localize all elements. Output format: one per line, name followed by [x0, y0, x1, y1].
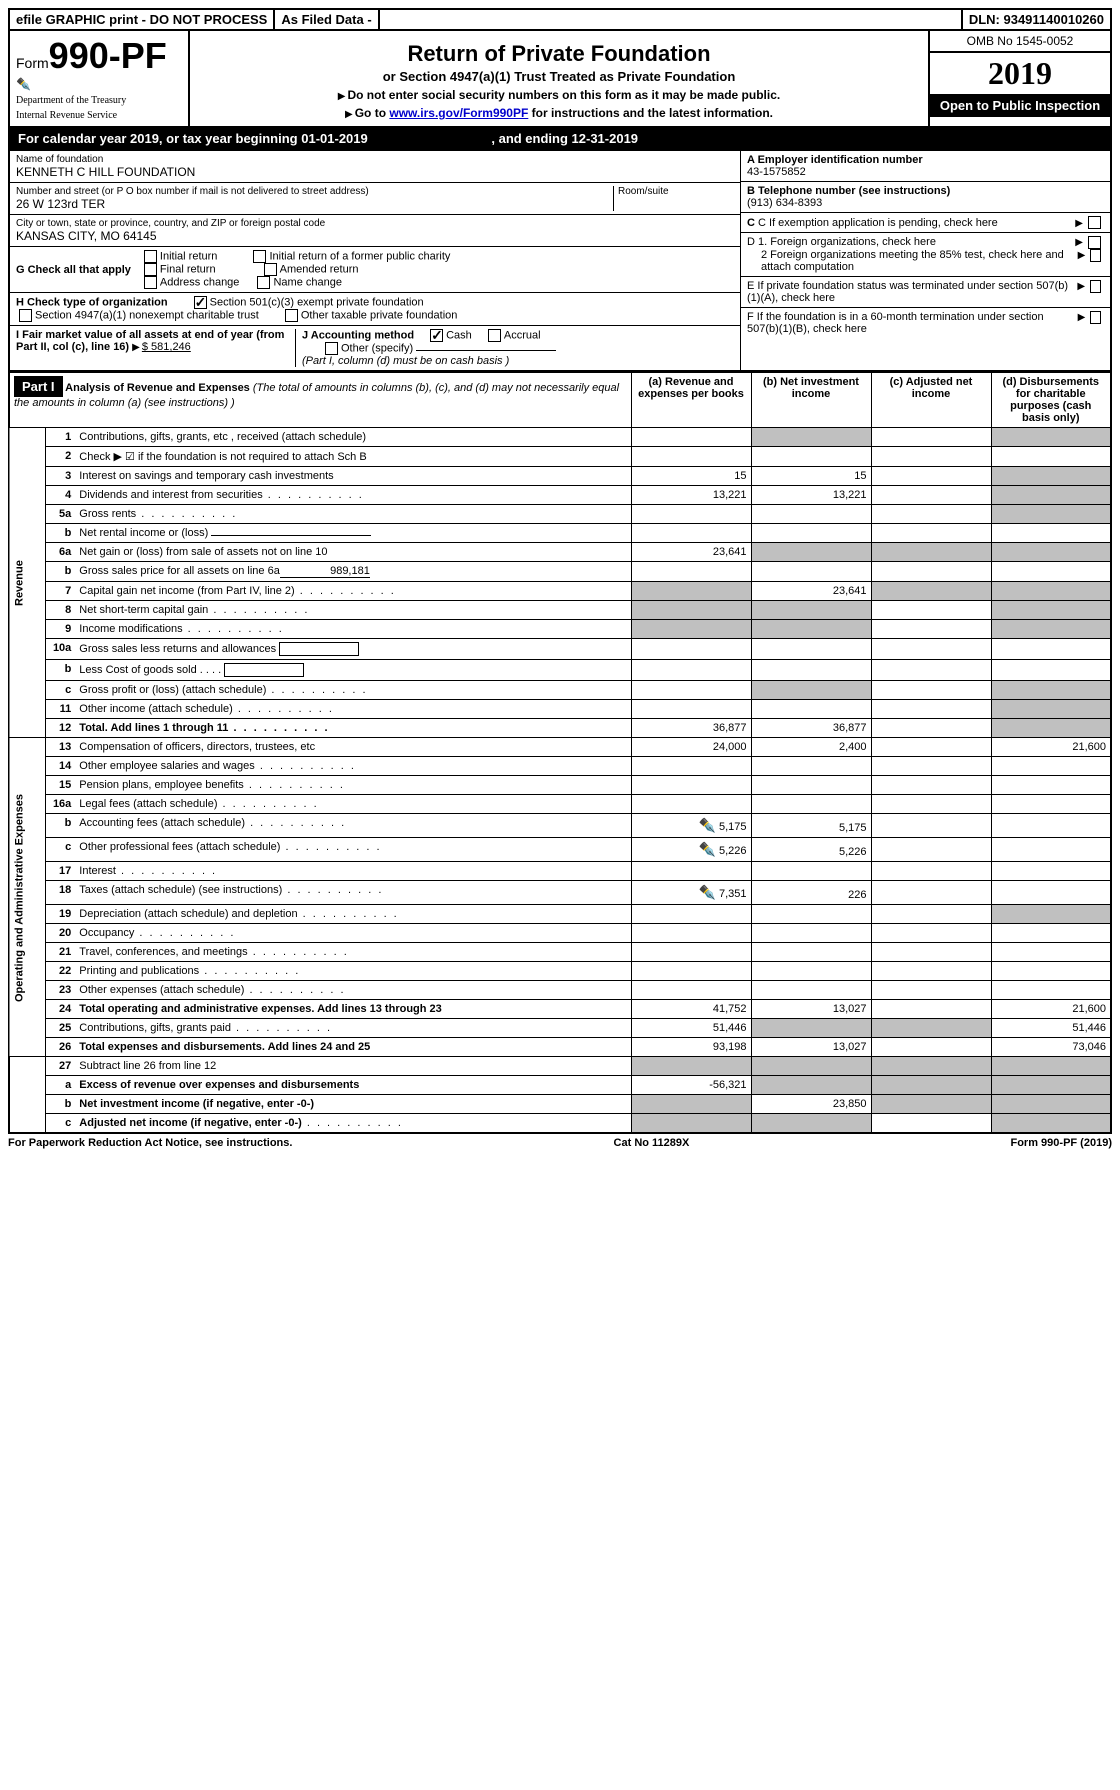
revenue-side-label: Revenue — [9, 428, 45, 738]
form-title: Return of Private Foundation — [200, 41, 918, 67]
irs-logo-icon: ✒️ — [16, 77, 182, 91]
checkbox-4947a1[interactable] — [19, 309, 32, 322]
line-4: Dividends and interest from securities — [75, 486, 631, 505]
checkbox-e[interactable] — [1090, 280, 1101, 293]
checkbox-other-method[interactable] — [325, 342, 338, 355]
line-11: Other income (attach schedule) — [75, 700, 631, 719]
line-9: Income modifications — [75, 620, 631, 639]
line-15: Pension plans, employee benefits — [75, 776, 631, 795]
line-19: Depreciation (attach schedule) and deple… — [75, 905, 631, 924]
line-17: Interest — [75, 862, 631, 881]
section-j-label: J Accounting method — [302, 329, 414, 341]
line-27c: Adjusted net income (if negative, enter … — [75, 1114, 631, 1134]
col-a-header: (a) Revenue and expenses per books — [631, 373, 751, 428]
footer-right: Form 990-PF (2019) — [1010, 1137, 1112, 1149]
calendar-year-row: For calendar year 2019, or tax year begi… — [8, 128, 1112, 151]
line-16c: Other professional fees (attach schedule… — [75, 838, 631, 862]
checkbox-cash[interactable] — [430, 329, 443, 342]
tax-year: 2019 — [930, 53, 1110, 94]
line-5a: Gross rents — [75, 505, 631, 524]
checkbox-initial-return[interactable] — [144, 250, 157, 263]
line-21: Travel, conferences, and meetings — [75, 943, 631, 962]
line-10c: Gross profit or (loss) (attach schedule) — [75, 681, 631, 700]
line-3: Interest on savings and temporary cash i… — [75, 467, 631, 486]
line-27: Subtract line 26 from line 12 — [75, 1057, 631, 1076]
phone-value: (913) 634-8393 — [747, 197, 822, 209]
line-27b: Net investment income (if negative, ente… — [75, 1095, 631, 1114]
attach-icon[interactable]: ✒️ — [698, 817, 715, 833]
irs-link[interactable]: www.irs.gov/Form990PF — [389, 106, 528, 120]
checkbox-final-return[interactable] — [144, 263, 157, 276]
checkbox-501c3[interactable] — [194, 296, 207, 309]
line-27a: Excess of revenue over expenses and disb… — [75, 1076, 631, 1095]
footer-left: For Paperwork Reduction Act Notice, see … — [8, 1137, 292, 1149]
ein-label: A Employer identification number — [747, 154, 923, 166]
line-22: Printing and publications — [75, 962, 631, 981]
line-10a: Gross sales less returns and allowances — [75, 639, 631, 660]
line-26: Total expenses and disbursements. Add li… — [75, 1038, 631, 1057]
form-prefix: Form — [16, 55, 49, 71]
form-header: Form990-PF ✒️ Department of the Treasury… — [8, 31, 1112, 128]
line-12: Total. Add lines 1 through 11 — [75, 719, 631, 738]
phone-label: B Telephone number (see instructions) — [747, 185, 950, 197]
street-address: 26 W 123rd TER — [16, 197, 609, 211]
efile-dln: DLN: 93491140010260 — [963, 10, 1110, 29]
line-10b: Less Cost of goods sold . . . . — [75, 660, 631, 681]
col-d-header: (d) Disbursements for charitable purpose… — [991, 373, 1111, 428]
line-13: Compensation of officers, directors, tru… — [75, 738, 631, 757]
section-g-label: G Check all that apply — [16, 264, 131, 276]
line-16b: Accounting fees (attach schedule) — [75, 814, 631, 838]
attach-icon[interactable]: ✒️ — [698, 841, 715, 857]
footer-mid: Cat No 11289X — [614, 1137, 690, 1149]
foundation-info: Name of foundation KENNETH C HILL FOUNDA… — [8, 151, 1112, 372]
checkbox-accrual[interactable] — [488, 329, 501, 342]
checkbox-amended-return[interactable] — [264, 263, 277, 276]
line-8: Net short-term capital gain — [75, 601, 631, 620]
efile-mid: As Filed Data - — [275, 10, 379, 29]
line-6b: Gross sales price for all assets on line… — [75, 562, 631, 582]
col-b-header: (b) Net investment income — [751, 373, 871, 428]
line-18: Taxes (attach schedule) (see instruction… — [75, 881, 631, 905]
line-14: Other employee salaries and wages — [75, 757, 631, 776]
line-2: Check ▶ ☑ if the foundation is not requi… — [75, 447, 631, 467]
checkbox-name-change[interactable] — [257, 276, 270, 289]
efile-bar: efile GRAPHIC print - DO NOT PROCESS As … — [8, 8, 1112, 31]
line-7: Capital gain net income (from Part IV, l… — [75, 582, 631, 601]
line-1: Contributions, gifts, grants, etc , rece… — [75, 428, 631, 447]
line-20: Occupancy — [75, 924, 631, 943]
part1-table: Part I Analysis of Revenue and Expenses … — [8, 372, 1112, 1134]
section-h-label: H Check type of organization — [16, 296, 168, 308]
checkbox-f[interactable] — [1090, 311, 1101, 324]
efile-left: efile GRAPHIC print - DO NOT PROCESS — [10, 10, 275, 29]
checkbox-c[interactable] — [1088, 216, 1101, 229]
line-5b: Net rental income or (loss) — [75, 524, 631, 543]
checkbox-initial-former[interactable] — [253, 250, 266, 263]
form-subtitle: or Section 4947(a)(1) Trust Treated as P… — [200, 69, 918, 84]
checkbox-other-taxable[interactable] — [285, 309, 298, 322]
dept-irs: Internal Revenue Service — [16, 110, 182, 121]
checkbox-d1[interactable] — [1088, 236, 1101, 249]
instr-1: Do not enter social security numbers on … — [347, 88, 780, 102]
j-note: (Part I, column (d) must be on cash basi… — [302, 355, 509, 367]
part1-label: Part I — [14, 376, 63, 397]
dept-treasury: Department of the Treasury — [16, 95, 182, 106]
line-24: Total operating and administrative expen… — [75, 1000, 631, 1019]
attach-icon[interactable]: ✒️ — [698, 884, 715, 900]
ein-value: 43-1575852 — [747, 166, 806, 178]
line-16a: Legal fees (attach schedule) — [75, 795, 631, 814]
page-footer: For Paperwork Reduction Act Notice, see … — [8, 1134, 1112, 1152]
omb-number: OMB No 1545-0052 — [930, 31, 1110, 53]
open-to-public: Open to Public Inspection — [930, 94, 1110, 117]
foundation-name: KENNETH C HILL FOUNDATION — [16, 165, 734, 179]
checkbox-d2[interactable] — [1090, 249, 1101, 262]
city-state-zip: KANSAS CITY, MO 64145 — [16, 229, 734, 243]
col-c-header: (c) Adjusted net income — [871, 373, 991, 428]
line-23: Other expenses (attach schedule) — [75, 981, 631, 1000]
line-25: Contributions, gifts, grants paid — [75, 1019, 631, 1038]
form-number: 990-PF — [49, 35, 167, 76]
expenses-side-label: Operating and Administrative Expenses — [9, 738, 45, 1057]
checkbox-address-change[interactable] — [144, 276, 157, 289]
fmv-value: $ 581,246 — [142, 341, 191, 353]
line-6a: Net gain or (loss) from sale of assets n… — [75, 543, 631, 562]
